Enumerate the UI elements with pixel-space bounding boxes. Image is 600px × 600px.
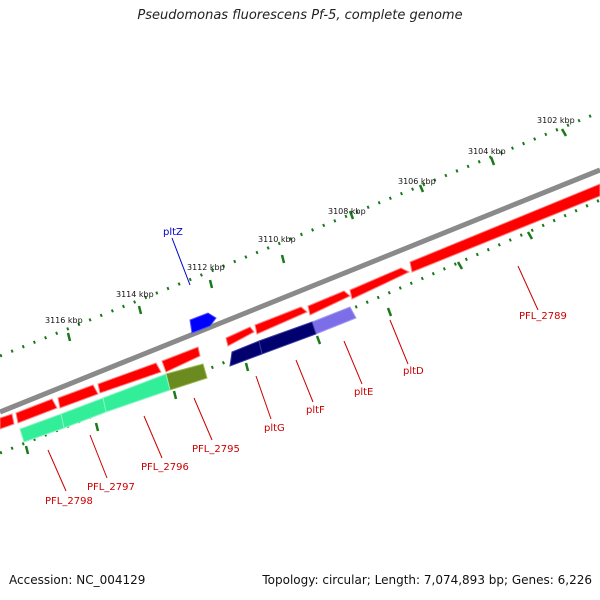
gene-pfl-2798[interactable] bbox=[19, 413, 65, 443]
leader-pltg bbox=[255, 375, 272, 420]
scale-label: 3104 kbp bbox=[468, 147, 506, 156]
leader-pfl-2798 bbox=[47, 449, 67, 492]
scale-ticks-outer bbox=[0, 110, 600, 358]
scale-label: 3102 kbp bbox=[537, 116, 575, 125]
gene-forward-9[interactable] bbox=[15, 398, 58, 424]
reverse-strand-genes bbox=[19, 306, 357, 443]
gene-label-pfl-2789: PFL_2789 bbox=[519, 311, 567, 322]
major-tick bbox=[489, 156, 496, 166]
major-tick bbox=[386, 307, 393, 317]
major-tick bbox=[280, 254, 286, 264]
major-tick bbox=[526, 231, 534, 240]
major-tick bbox=[560, 128, 568, 137]
gene-forward-3[interactable] bbox=[307, 290, 351, 316]
gene-forward-6[interactable] bbox=[161, 346, 201, 373]
gene-pltz[interactable] bbox=[189, 312, 217, 334]
major-tick bbox=[137, 305, 143, 315]
gene-forward-8[interactable] bbox=[57, 384, 99, 409]
leader-pltf bbox=[295, 359, 314, 403]
gene-pltd[interactable] bbox=[349, 267, 411, 300]
label-leader-lines bbox=[47, 237, 539, 492]
gene-forward-4[interactable] bbox=[254, 306, 308, 335]
major-tick bbox=[315, 335, 322, 345]
major-tick bbox=[348, 210, 355, 220]
major-tick bbox=[94, 422, 100, 432]
genome-summary-text: Topology: circular; Length: 7,074,893 bp… bbox=[262, 573, 592, 587]
accession-text: Accession: NC_004129 bbox=[9, 573, 146, 587]
gene-label-pltg: pltG bbox=[264, 423, 285, 434]
map-title: Pseudomonas fluorescens Pf-5, complete g… bbox=[137, 8, 463, 23]
leader-pfl-2795 bbox=[193, 397, 213, 441]
leader-plte bbox=[343, 340, 363, 385]
leader-pltd bbox=[389, 319, 409, 365]
scale-label: 3106 kbp bbox=[398, 177, 436, 186]
gene-label-pfl-2798: PFL_2798 bbox=[45, 496, 93, 507]
scale-label: 3112 kbp bbox=[187, 263, 225, 272]
gene-forward-5[interactable] bbox=[225, 326, 255, 347]
gene-forward-10[interactable] bbox=[0, 413, 15, 430]
leader-pfl-2789 bbox=[517, 265, 539, 311]
gene-label-pltd: pltD bbox=[403, 366, 424, 377]
forward-strand-genes bbox=[0, 183, 600, 430]
scale-label: 3116 kbp bbox=[45, 316, 83, 325]
major-tick bbox=[172, 390, 178, 400]
gene-forward-7[interactable] bbox=[97, 362, 162, 394]
gene-label-pfl-2795: PFL_2795 bbox=[192, 444, 240, 455]
major-tick bbox=[418, 184, 425, 193]
gene-label-pfl-2796: PFL_2796 bbox=[141, 462, 189, 473]
major-tick bbox=[66, 332, 72, 342]
gene-label-pltf: pltF bbox=[306, 405, 325, 416]
gene-label-pfl-2797: PFL_2797 bbox=[87, 482, 135, 493]
scale-major-ticks-inner bbox=[24, 231, 534, 455]
leader-pltz bbox=[171, 237, 191, 286]
leader-pfl-2797 bbox=[89, 434, 108, 479]
scale-label: 3110 kbp bbox=[258, 235, 296, 244]
scale-label: 3114 kbp bbox=[116, 290, 154, 299]
gene-label-pltz: pltZ bbox=[163, 227, 183, 238]
gene-pfl-2789[interactable] bbox=[409, 183, 600, 273]
gene-label-plte: pltE bbox=[354, 387, 373, 398]
scale-label: 3108 kbp bbox=[328, 207, 366, 216]
major-tick bbox=[208, 279, 214, 289]
major-tick bbox=[24, 445, 30, 455]
major-tick bbox=[244, 362, 250, 372]
major-tick bbox=[456, 261, 464, 270]
genome-backbone bbox=[0, 167, 600, 415]
leader-pfl-2796 bbox=[143, 415, 163, 459]
scale-major-ticks bbox=[66, 128, 568, 342]
gene-pltg[interactable] bbox=[229, 340, 263, 367]
